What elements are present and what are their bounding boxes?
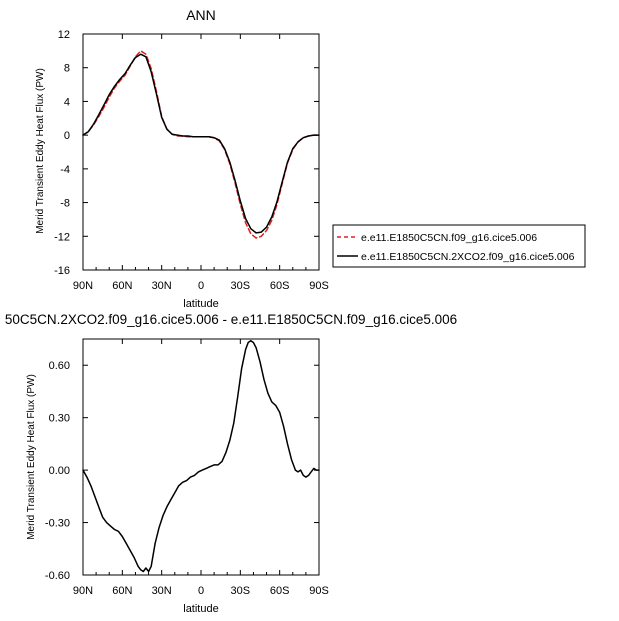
x-tick-label: 30S (231, 585, 251, 597)
y-tick-label: -0.30 (45, 518, 70, 530)
chart-bottom-title: 50C5CN.2XCO2.f09_g16.cice5.006 - e.e11.E… (5, 312, 457, 327)
series-line-0 (82, 339, 320, 573)
y-tick-label: 0.60 (49, 360, 70, 372)
x-tick-label: 60N (112, 585, 132, 597)
x-tick-label: 90N (73, 280, 93, 292)
y-tick-label: 0 (64, 130, 70, 142)
y-tick-label: 0.30 (49, 413, 70, 425)
x-tick-label: 30N (152, 280, 172, 292)
y-tick-label: 4 (64, 96, 70, 108)
x-tick-label: 60S (270, 585, 290, 597)
chart-top-title: ANN (186, 7, 216, 23)
series-line-0 (82, 50, 320, 239)
y-tick-label: 12 (58, 29, 70, 41)
legend-box (332, 224, 586, 268)
x-tick-label: 0 (198, 585, 204, 597)
y-tick-label: -8 (60, 198, 70, 210)
series-line-1 (82, 53, 320, 234)
legend-label-2xco2: e.e11.E1850C5CN.2XCO2.f09_g16.cice5.006 (361, 251, 575, 263)
x-tick-label: 0 (198, 280, 204, 292)
chart-top-ylabel: Merid Transient Eddy Heat Flux (PW) (35, 68, 46, 234)
chart-top-frame (82, 33, 320, 271)
y-tick-label: -16 (54, 265, 70, 277)
chart-bottom: 50C5CN.2XCO2.f09_g16.cice5.006 - e.e11.E… (5, 312, 457, 615)
x-tick-label: 60N (112, 280, 132, 292)
x-tick-label: 90S (309, 280, 329, 292)
y-tick-label: -12 (54, 231, 70, 243)
y-tick-label: -0.60 (45, 570, 70, 582)
x-tick-label: 90N (73, 585, 93, 597)
x-tick-label: 60S (270, 280, 290, 292)
chart-bottom-xlabel: latitude (183, 603, 218, 615)
x-tick-label: 90S (309, 585, 329, 597)
y-tick-label: 0.00 (49, 465, 70, 477)
chart-bottom-ylabel: Merid Transient Eddy Heat Flux (PW) (26, 374, 37, 540)
chart-top: ANN Merid Transient Eddy Heat Flux (PW) … (35, 7, 329, 310)
y-tick-label: 8 (64, 63, 70, 75)
legend: e.e11.E1850C5CN.f09_g16.cice5.006 e.e11.… (332, 224, 586, 268)
chart-bottom-frame (82, 338, 320, 576)
x-tick-label: 30S (231, 280, 251, 292)
legend-label-control: e.e11.E1850C5CN.f09_g16.cice5.006 (361, 232, 537, 244)
y-tick-label: -4 (60, 164, 70, 176)
chart-top-xlabel: latitude (183, 298, 218, 310)
x-tick-label: 30N (152, 585, 172, 597)
